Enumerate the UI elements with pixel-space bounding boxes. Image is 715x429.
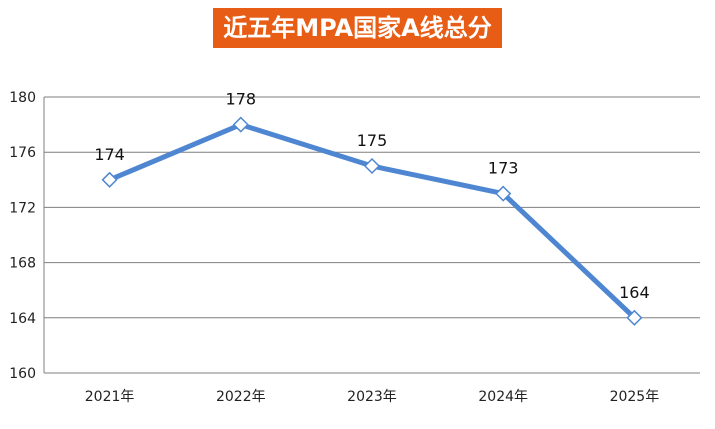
data-point-marker — [626, 309, 643, 326]
data-label: 175 — [357, 131, 388, 150]
y-tick-label: 164 — [9, 311, 36, 327]
title-banner: 近五年MPA国家A线总分 — [0, 8, 715, 48]
data-label: 164 — [619, 283, 650, 302]
x-tick-label: 2024年 — [478, 389, 528, 405]
x-tick-label: 2023年 — [347, 389, 397, 405]
series-line — [107, 122, 637, 321]
data-point-marker — [363, 157, 381, 175]
data-point-marker — [101, 171, 118, 188]
y-tick-label: 180 — [9, 90, 36, 106]
data-label: 178 — [226, 90, 257, 109]
y-tick-label: 176 — [9, 145, 36, 161]
x-tick-label: 2025年 — [610, 389, 660, 405]
x-tick-label: 2021年 — [85, 389, 135, 405]
x-tick-label: 2022年 — [216, 389, 266, 405]
data-point-marker — [232, 116, 249, 133]
chart-title: 近五年MPA国家A线总分 — [213, 8, 502, 48]
data-point-marker — [495, 185, 512, 202]
y-tick-label: 160 — [9, 366, 36, 382]
data-label: 173 — [488, 159, 519, 178]
data-label: 174 — [94, 145, 125, 164]
y-tick-label: 172 — [9, 200, 36, 216]
y-tick-label: 168 — [9, 256, 36, 272]
